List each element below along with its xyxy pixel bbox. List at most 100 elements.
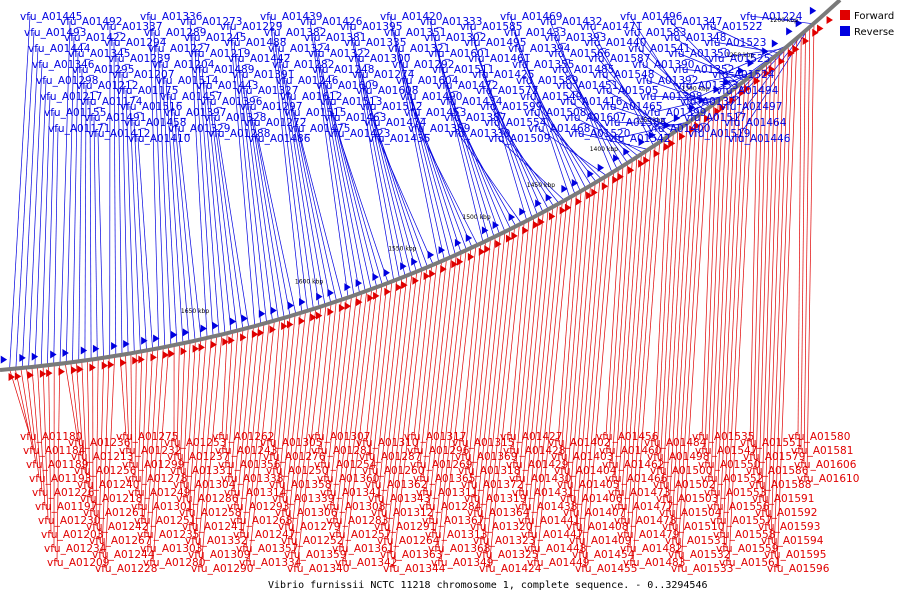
reverse-gene-arrow[interactable] xyxy=(400,262,407,271)
forward-gene-arrow[interactable] xyxy=(58,367,65,376)
forward-gene-arrow[interactable] xyxy=(162,350,169,359)
forward-gene-arrow[interactable] xyxy=(778,57,785,66)
forward-gene-label[interactable]: vfu_A01311 xyxy=(416,487,478,499)
forward-gene-label[interactable]: vfu_A01283 xyxy=(326,515,388,527)
forward-gene-label[interactable]: vfu_A01244 xyxy=(92,549,155,561)
reverse-gene-arrow[interactable] xyxy=(673,114,681,123)
reverse-gene-arrow[interactable] xyxy=(737,66,745,75)
reverse-gene-label[interactable]: vfu_A01294 xyxy=(104,37,167,49)
forward-gene-label[interactable]: vfu_A01364 xyxy=(467,507,530,519)
forward-gene-arrow[interactable] xyxy=(440,265,447,274)
reverse-gene-label[interactable]: vfu_A01554 xyxy=(484,117,547,129)
reverse-gene-arrow[interactable] xyxy=(698,96,706,105)
forward-gene-arrow[interactable] xyxy=(511,231,518,240)
forward-gene-label[interactable]: vfu_A01361 xyxy=(332,543,394,555)
forward-gene-label[interactable]: vfu_A01356 xyxy=(218,459,281,471)
reverse-gene-label[interactable]: vfu_A01508 xyxy=(524,107,586,119)
forward-gene-label[interactable]: vfu_A01258 xyxy=(179,507,241,519)
forward-gene-label[interactable]: vfu_A01407 xyxy=(563,507,625,519)
reverse-gene-label[interactable]: vfu_A01469 xyxy=(500,11,562,23)
forward-gene-label[interactable]: vfu_A01284 xyxy=(419,501,482,513)
forward-gene-label[interactable]: vfu_A01264 xyxy=(377,535,440,547)
forward-gene-arrow[interactable] xyxy=(14,372,22,381)
reverse-gene-label[interactable]: vfu_A01321 xyxy=(388,43,450,55)
forward-gene-label[interactable]: vfu_A01341 xyxy=(320,487,382,499)
reverse-gene-label[interactable]: vfu_A01420 xyxy=(380,11,442,23)
reverse-gene-arrow[interactable] xyxy=(481,226,489,235)
reverse-gene-label[interactable]: vfu_A01442 xyxy=(228,53,290,65)
forward-gene-label[interactable]: vfu_A01184 xyxy=(23,445,86,457)
forward-gene-label[interactable]: vfu_A01197 xyxy=(35,501,97,513)
forward-gene-arrow[interactable] xyxy=(101,361,109,370)
forward-gene-label[interactable]: vfu_A01503 xyxy=(656,493,718,505)
forward-gene-arrow[interactable] xyxy=(729,96,736,105)
forward-gene-arrow[interactable] xyxy=(484,245,491,254)
forward-gene-arrow[interactable] xyxy=(817,24,824,33)
forward-gene-arrow[interactable] xyxy=(423,272,430,281)
reverse-gene-arrow[interactable] xyxy=(212,321,219,330)
reverse-gene-label[interactable]: vfu_A01434 xyxy=(440,96,503,108)
forward-gene-arrow[interactable] xyxy=(327,307,334,316)
forward-gene-label[interactable]: vfu_A01557 xyxy=(710,515,772,527)
forward-gene-label[interactable]: vfu_A01315 xyxy=(452,437,514,449)
reverse-gene-label[interactable]: vfu_A01472 xyxy=(436,80,498,92)
reverse-gene-label[interactable]: vfu_A01468 xyxy=(528,123,590,135)
forward-gene-label[interactable]: vfu_A01368 xyxy=(428,543,490,555)
reverse-gene-label[interactable]: vfu_A01399 xyxy=(644,107,706,119)
forward-gene-label[interactable]: vfu_A01269 xyxy=(410,459,472,471)
forward-gene-arrow[interactable] xyxy=(89,363,96,372)
reverse-gene-label[interactable]: vfu_A01322 xyxy=(308,48,370,60)
forward-gene-label[interactable]: vfu_A01331 xyxy=(170,465,232,477)
reverse-gene-label[interactable]: vfu_A01297 xyxy=(240,101,302,113)
reverse-gene-arrow[interactable] xyxy=(258,309,266,318)
forward-gene-label[interactable]: vfu_A01247 xyxy=(233,529,295,541)
forward-gene-arrow[interactable] xyxy=(180,347,188,356)
forward-gene-label[interactable]: vfu_A01547 xyxy=(695,445,757,457)
forward-gene-label[interactable]: vfu_A01479 xyxy=(617,529,679,541)
reverse-gene-arrow[interactable] xyxy=(465,233,473,242)
reverse-gene-label[interactable]: vfu_A01410 xyxy=(128,133,190,145)
reverse-gene-arrow[interactable] xyxy=(287,301,295,310)
forward-gene-label[interactable]: vfu_A01449 xyxy=(527,557,589,569)
forward-gene-label[interactable]: vfu_A01256 xyxy=(74,465,137,477)
forward-gene-arrow[interactable] xyxy=(315,311,323,320)
forward-gene-label[interactable]: vfu_A01318 xyxy=(458,465,520,477)
forward-gene-label[interactable]: vfu_A01304 xyxy=(173,479,236,491)
forward-gene-label[interactable]: vfu_A01591 xyxy=(752,493,814,505)
reverse-gene-arrow[interactable] xyxy=(153,334,160,343)
reverse-gene-arrow[interactable] xyxy=(92,344,100,353)
reverse-gene-label[interactable]: vfu_A01612 xyxy=(280,91,342,103)
forward-gene-label[interactable]: vfu_A01307 xyxy=(308,431,370,443)
reverse-gene-label[interactable]: vfu_A01289 xyxy=(144,27,206,39)
forward-gene-label[interactable]: vfu_A01286 xyxy=(176,493,239,505)
forward-gene-label[interactable]: vfu_A01500 xyxy=(650,465,712,477)
reverse-gene-arrow[interactable] xyxy=(200,324,207,333)
reverse-gene-label[interactable]: vfu_A01393 xyxy=(544,32,606,44)
reverse-gene-arrow[interactable] xyxy=(545,193,553,202)
forward-gene-label[interactable]: vfu_A01359 xyxy=(284,549,346,561)
reverse-gene-arrow[interactable] xyxy=(327,288,334,297)
reverse-gene-arrow[interactable] xyxy=(383,268,390,277)
forward-gene-label[interactable]: vfu_A01408 xyxy=(566,521,628,533)
forward-gene-label[interactable]: vfu_A01287 xyxy=(359,451,421,463)
reverse-gene-label[interactable]: vfu_A01288 xyxy=(208,128,270,140)
forward-gene-label[interactable]: vfu_A01441 xyxy=(518,515,580,527)
forward-gene-label[interactable]: vfu_A01308 xyxy=(323,501,385,513)
forward-gene-label[interactable]: vfu_A01305 xyxy=(260,437,322,449)
reverse-gene-arrow[interactable] xyxy=(786,27,793,36)
forward-gene-label[interactable]: vfu_A01303 xyxy=(140,543,202,555)
reverse-gene-arrow[interactable] xyxy=(372,272,379,281)
reverse-gene-label[interactable]: vfu_A01248 xyxy=(312,64,374,76)
forward-gene-label[interactable]: vfu_A01241 xyxy=(182,521,244,533)
reverse-gene-arrow[interactable] xyxy=(50,350,57,359)
forward-gene-arrow[interactable] xyxy=(150,353,157,362)
reverse-gene-label[interactable]: vfu_A01512 xyxy=(360,101,422,113)
forward-gene-arrow[interactable] xyxy=(344,302,352,311)
forward-gene-label[interactable]: vfu_A01314 xyxy=(224,487,287,499)
forward-gene-label[interactable]: vfu_A01280 xyxy=(143,557,205,569)
forward-gene-arrow[interactable] xyxy=(298,316,305,325)
reverse-gene-label[interactable]: vfu_A01392 xyxy=(636,75,698,87)
forward-gene-label[interactable]: vfu_A01242 xyxy=(86,521,148,533)
reverse-gene-arrow[interactable] xyxy=(141,336,148,345)
reverse-gene-label[interactable]: vfu_A01155 xyxy=(44,107,106,119)
